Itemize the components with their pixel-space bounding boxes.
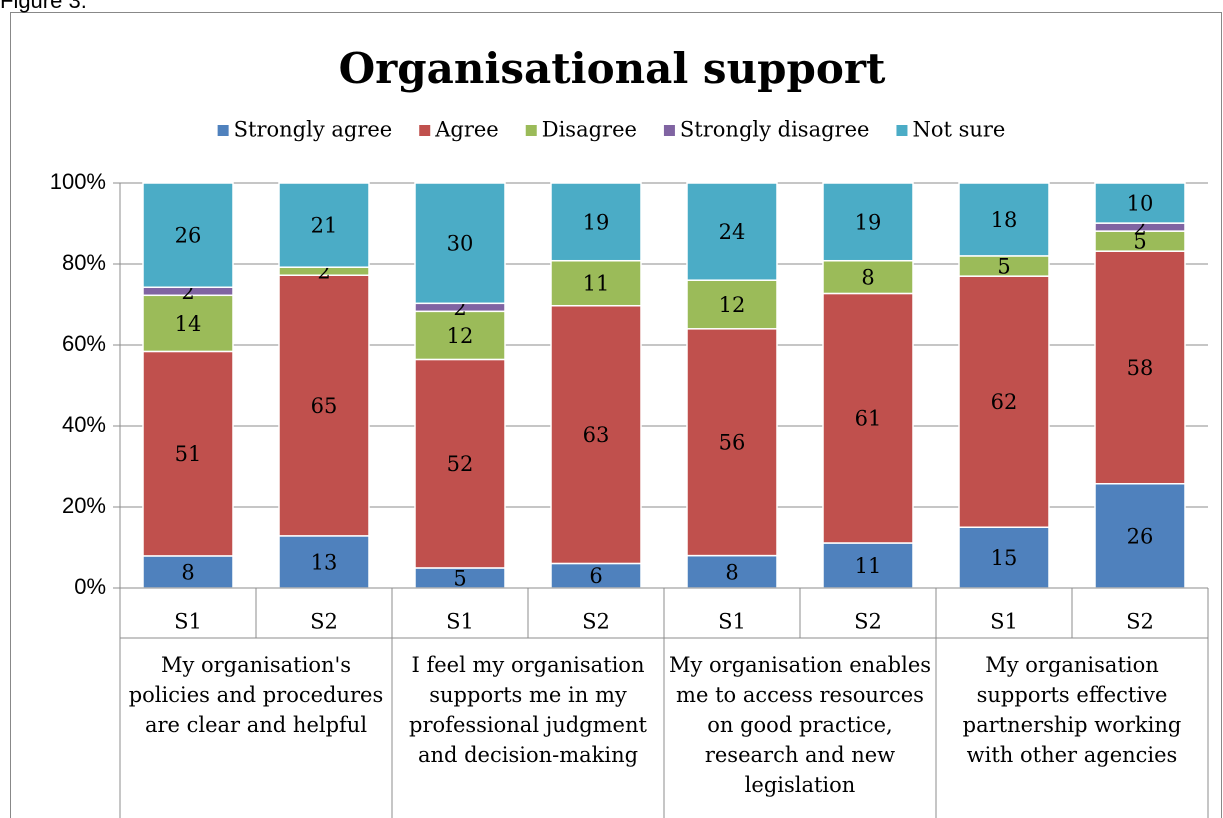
y-tick-label: 20%	[62, 493, 106, 518]
bar-segment	[414, 182, 506, 305]
bar-segment	[142, 294, 234, 353]
legend-swatch	[663, 125, 675, 136]
bar-segment	[414, 358, 506, 569]
data-label: 30	[447, 232, 474, 256]
legend-label: Strongly agree	[234, 118, 393, 142]
data-label: 13	[311, 550, 338, 574]
data-label: 5	[997, 255, 1010, 279]
data-label: 10	[1127, 192, 1154, 216]
bar-segment	[686, 182, 778, 281]
data-label: 15	[991, 546, 1018, 570]
bar-segment	[822, 292, 914, 544]
data-label: 56	[719, 431, 746, 455]
bar-segment	[958, 182, 1050, 257]
group-label: My organisation enables me to access res…	[668, 653, 932, 797]
bar-segment	[958, 526, 1050, 589]
data-label: 19	[583, 210, 610, 234]
bar-segment	[142, 350, 234, 557]
data-label: 8	[181, 560, 194, 584]
y-tick-label: 80%	[62, 250, 106, 275]
x-tick-label: S2	[582, 610, 610, 634]
data-label: 8	[861, 266, 874, 290]
x-tick-label: S2	[854, 610, 882, 634]
data-label: 6	[589, 564, 602, 588]
chart-title: Organisational support	[339, 44, 886, 93]
bar-segment	[414, 310, 506, 361]
y-tick-label: 100%	[50, 169, 106, 194]
bar-segment	[1094, 482, 1186, 589]
data-label: 11	[855, 554, 882, 578]
legend-swatch	[896, 125, 908, 136]
data-label: 19	[855, 210, 882, 234]
bar-segment	[278, 535, 370, 589]
group-label: My organisation supports effective partn…	[962, 653, 1182, 767]
group-label: I feel my organisation supports me in my…	[409, 653, 647, 767]
bar-segment	[822, 259, 914, 295]
data-label: 52	[447, 452, 474, 476]
bar-segment	[958, 275, 1050, 528]
legend-label: Strongly disagree	[680, 118, 870, 142]
group-label: My organisation's policies and procedure…	[128, 653, 384, 737]
bar-segment	[686, 328, 778, 557]
bar-segment	[278, 182, 370, 268]
bar-segment	[550, 182, 642, 262]
data-label: 12	[719, 293, 746, 317]
data-label: 14	[175, 312, 202, 336]
legend-label: Not sure	[912, 118, 1005, 142]
data-label: 62	[991, 390, 1018, 414]
bar-segment	[1094, 250, 1186, 485]
data-label: 65	[311, 394, 338, 418]
data-label: 51	[175, 442, 202, 466]
data-label: 8	[725, 560, 738, 584]
data-label: 26	[175, 224, 202, 248]
data-label: 21	[311, 214, 338, 238]
data-label: 63	[583, 423, 610, 447]
bar-segment	[142, 182, 234, 289]
bar-segment	[822, 182, 914, 262]
legend-swatch	[525, 125, 537, 136]
x-tick-label: S2	[1126, 610, 1154, 634]
caption: Figure 3.	[0, 0, 87, 13]
data-label: 11	[583, 272, 610, 296]
y-tick-label: 0%	[74, 574, 106, 599]
x-tick-label: S1	[174, 610, 202, 634]
x-tick-label: S1	[446, 610, 474, 634]
bar-segment	[822, 542, 914, 589]
bar-segment	[686, 279, 778, 330]
frame	[10, 12, 1222, 818]
bar-segment	[686, 554, 778, 589]
data-label: 5	[453, 566, 466, 590]
data-label: 24	[719, 220, 746, 244]
legend-label: Disagree	[542, 118, 637, 142]
data-label: 26	[1127, 524, 1154, 548]
data-label: 12	[447, 324, 474, 348]
bar-segment	[550, 562, 642, 589]
x-tick-label: S1	[718, 610, 746, 634]
data-label: 58	[1127, 356, 1154, 380]
data-label: 5	[1133, 230, 1146, 254]
x-tick-label: S1	[990, 610, 1018, 634]
y-tick-label: 60%	[62, 331, 106, 356]
x-tick-label: S2	[310, 610, 338, 634]
legend-label: Agree	[434, 118, 499, 142]
y-tick-label: 40%	[62, 412, 106, 437]
data-label: 61	[855, 407, 882, 431]
bar-segment	[278, 274, 370, 537]
bar-segment	[1094, 182, 1186, 224]
legend-swatch	[217, 125, 229, 136]
legend-swatch	[419, 125, 431, 136]
data-label: 18	[991, 208, 1018, 232]
